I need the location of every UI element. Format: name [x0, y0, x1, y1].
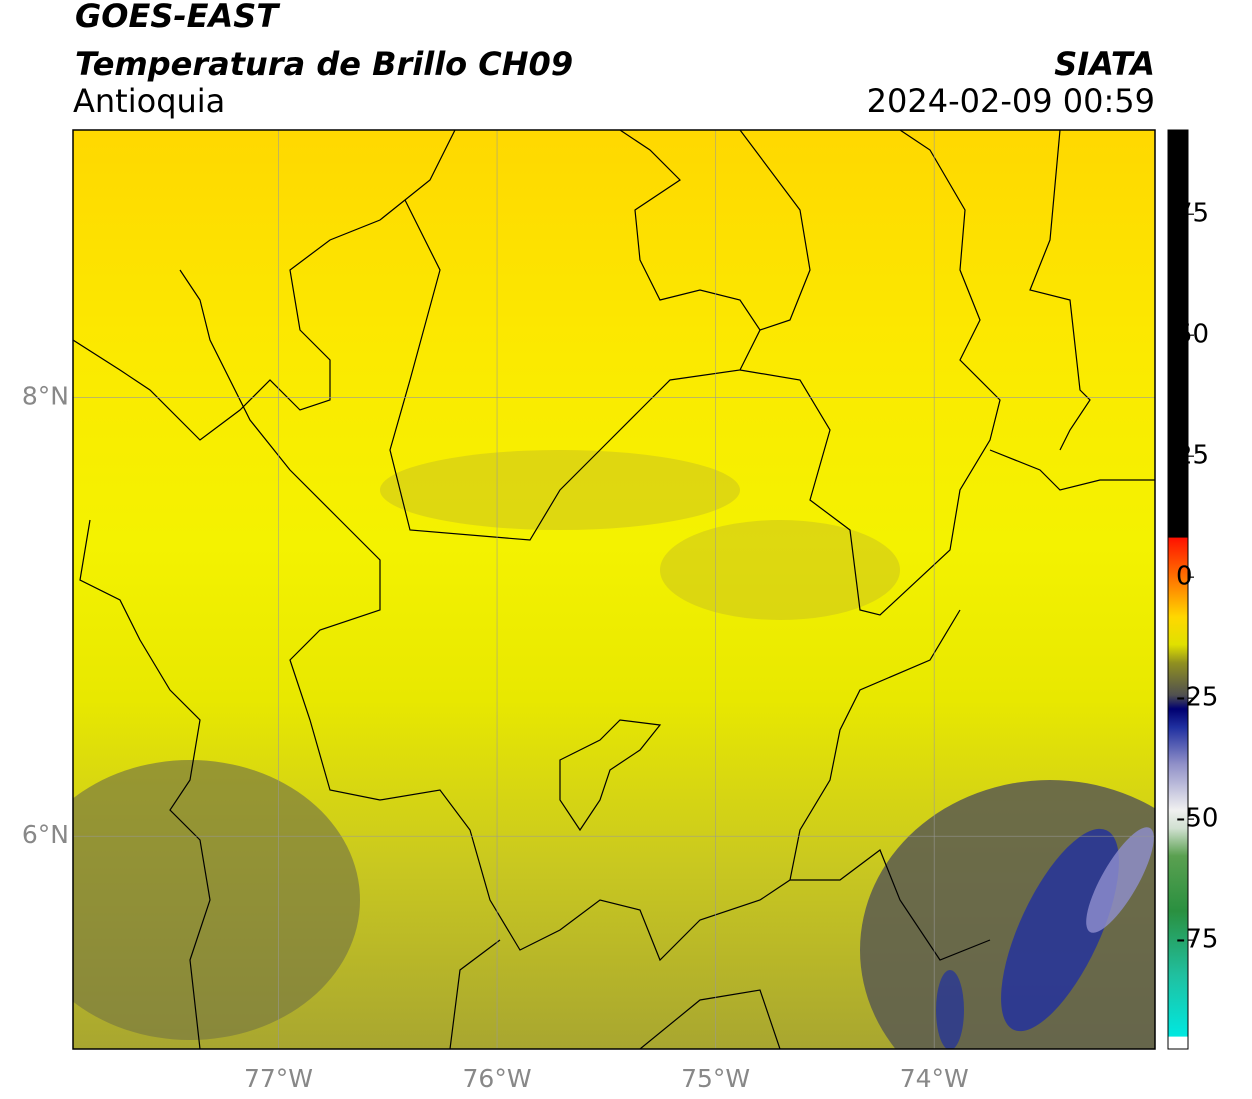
- timestamp: 2024-02-09 00:59: [867, 82, 1155, 120]
- map-frame: [72, 129, 1156, 1050]
- subtitle: Temperatura de Brillo CH09: [75, 45, 573, 83]
- colorbar-tick-label: -75: [1176, 925, 1218, 955]
- title: GOES-EAST: [75, 0, 280, 35]
- x-tick-label: 77°W: [244, 1064, 313, 1093]
- grid: [73, 130, 1155, 1049]
- colorbar-tick-label: 75: [1176, 199, 1209, 229]
- colorbar-tick-label: 25: [1176, 441, 1209, 471]
- colorbar-tick-label: 0: [1176, 562, 1193, 592]
- x-tick-label: 76°W: [463, 1064, 532, 1093]
- map-field: [73, 130, 1155, 1049]
- x-tick-label: 74°W: [900, 1064, 969, 1093]
- y-tick-label: 6°N: [22, 820, 69, 849]
- y-tick-label: 8°N: [22, 382, 69, 411]
- x-tick-label: 75°W: [681, 1064, 750, 1093]
- colorbar: [1167, 129, 1189, 1050]
- colorbar-tick-label: 50: [1176, 320, 1209, 350]
- colorbar-tick-label: -50: [1176, 804, 1218, 834]
- region: Antioquia: [73, 82, 225, 120]
- colorbar-tick-label: -25: [1176, 683, 1218, 713]
- source: SIATA: [1054, 45, 1155, 83]
